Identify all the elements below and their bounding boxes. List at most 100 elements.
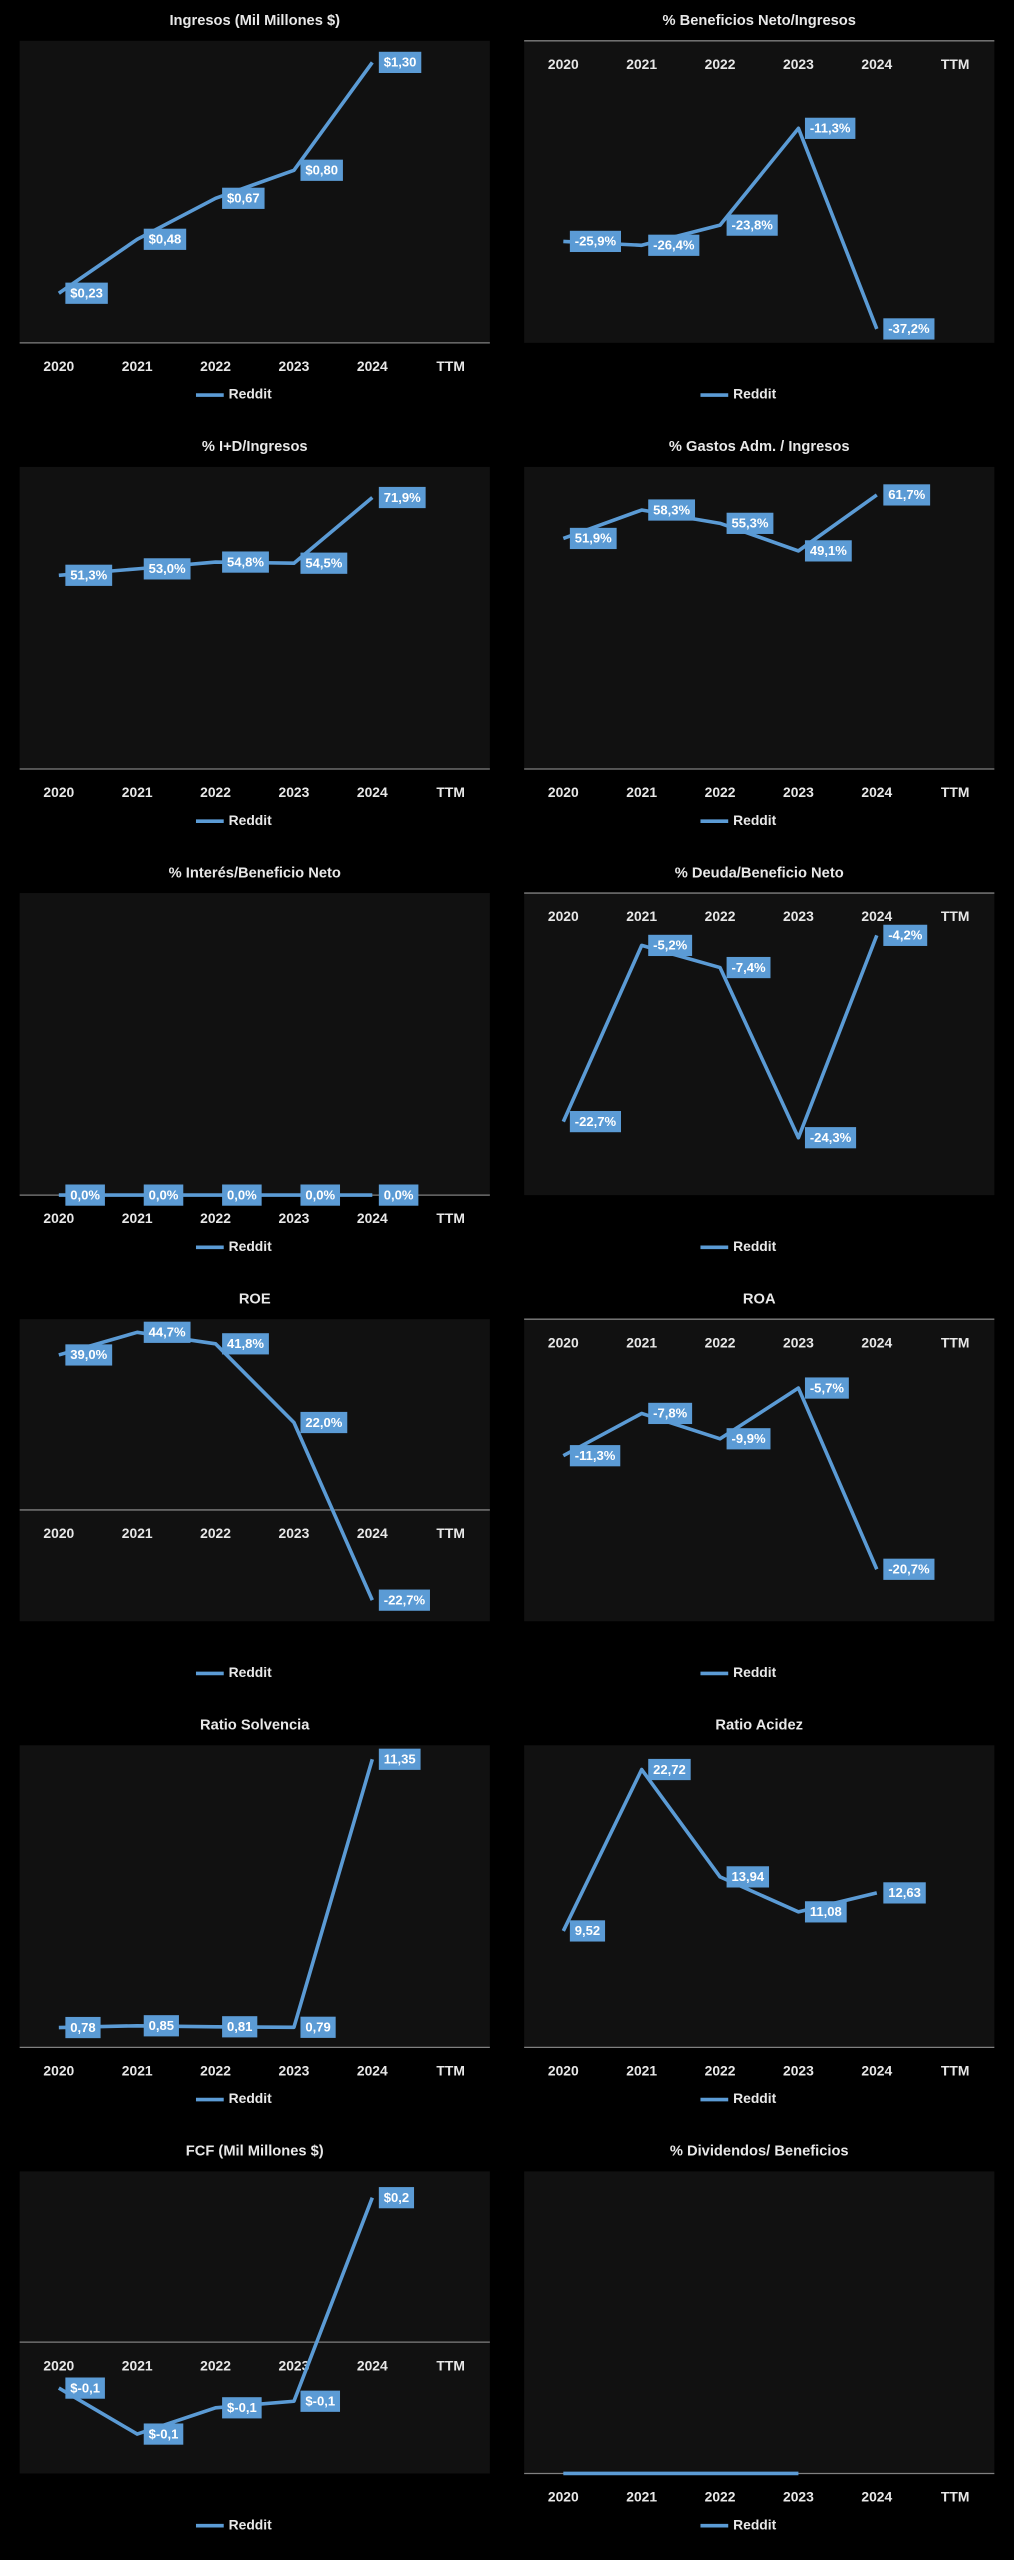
- value-label: $0,23: [70, 286, 103, 301]
- value-label: 49,1%: [810, 543, 847, 558]
- value-label: -24,3%: [810, 1130, 852, 1145]
- x-tick-label: 2024: [357, 1525, 388, 1541]
- x-tick-label: 2024: [357, 784, 388, 800]
- x-tick-label: 2022: [200, 2357, 231, 2373]
- value-label-box: [648, 1758, 691, 1781]
- value-label-box: [378, 1184, 419, 1206]
- value-label: $-0,1: [149, 2426, 179, 2441]
- value-label-box: [883, 1558, 935, 1580]
- value-label: 0,0%: [227, 1187, 257, 1202]
- x-tick-label: 2020: [43, 784, 74, 800]
- chart-title: % I+D/Ingresos: [202, 439, 308, 455]
- legend-label: Reddit: [733, 1238, 776, 1254]
- x-tick-label: 2022: [705, 56, 736, 72]
- x-tick-label: 2021: [122, 784, 153, 800]
- value-label: $0,48: [149, 232, 182, 247]
- plot-area: [524, 466, 995, 769]
- value-label-box: [804, 1377, 849, 1399]
- x-tick-label: 2023: [783, 2062, 814, 2078]
- plot-area: [524, 40, 995, 343]
- value-label-box: [300, 1184, 341, 1206]
- x-tick-label: 2023: [279, 358, 310, 374]
- value-label-box: [883, 1882, 926, 1904]
- value-label-box: [726, 214, 778, 236]
- chart-title: % Gastos Adm. / Ingresos: [669, 439, 850, 455]
- value-label-box: [143, 2423, 184, 2445]
- x-tick-label: 2020: [43, 1525, 74, 1541]
- value-label: 51,3%: [70, 568, 107, 583]
- value-label: 13,94: [731, 1869, 764, 1884]
- value-label-box: [300, 1411, 348, 1434]
- value-label: -23,8%: [731, 217, 773, 232]
- x-tick-label: 2021: [626, 1334, 657, 1350]
- value-label-box: [726, 1428, 771, 1450]
- value-label: 41,8%: [227, 1336, 264, 1351]
- x-tick-label: 2022: [200, 1210, 231, 1226]
- value-label-box: [300, 159, 343, 181]
- value-label-box: [569, 1920, 606, 1942]
- value-label: $1,30: [384, 55, 417, 70]
- x-tick-label: 2020: [548, 56, 579, 72]
- value-label-box: [726, 1866, 770, 1888]
- x-tick-label: 2021: [122, 1525, 153, 1541]
- x-tick-label: TTM: [941, 908, 969, 924]
- value-label: 58,3%: [653, 502, 690, 517]
- x-tick-label: 2020: [43, 2357, 74, 2373]
- value-label-box: [65, 2377, 105, 2399]
- value-label-box: [143, 228, 187, 250]
- series-line: [562, 1386, 879, 1570]
- x-tick-label: TTM: [436, 2062, 464, 2078]
- x-tick-label: 2024: [357, 1210, 388, 1226]
- value-label: -22,7%: [384, 1592, 426, 1607]
- x-tick-label: 2023: [783, 56, 814, 72]
- chart-title: % Dividendos/ Beneficios: [670, 2144, 849, 2160]
- value-label-box: [648, 934, 693, 957]
- value-label: -26,4%: [653, 238, 695, 253]
- plot-area: [524, 2171, 995, 2474]
- value-label: 11,08: [810, 1904, 842, 1919]
- value-label-box: [804, 117, 856, 139]
- x-tick-label: 2020: [548, 1334, 579, 1350]
- value-label: -9,9%: [731, 1431, 765, 1446]
- value-label: 54,5%: [305, 555, 342, 570]
- value-label-box: [726, 956, 771, 979]
- legend-label: Reddit: [229, 2090, 272, 2106]
- value-label-box: [222, 2016, 258, 2038]
- x-tick-label: 2021: [626, 908, 657, 924]
- x-tick-label: 2023: [783, 784, 814, 800]
- chart-title: FCF (Mil Millones $): [186, 2144, 324, 2160]
- value-label: -7,8%: [653, 1406, 687, 1421]
- value-label-box: [569, 230, 621, 253]
- x-tick-label: 2022: [200, 2062, 231, 2078]
- value-label-box: [65, 564, 113, 586]
- value-label: -11,3%: [575, 1448, 616, 1463]
- x-tick-label: 2022: [705, 784, 736, 800]
- x-tick-label: 2024: [357, 358, 388, 374]
- x-tick-label: 2020: [548, 2062, 579, 2078]
- x-tick-label: 2021: [122, 1210, 153, 1226]
- value-label: 22,0%: [305, 1415, 342, 1430]
- series-line: [57, 2197, 374, 2436]
- value-label-box: [378, 1589, 430, 1611]
- x-tick-label: 2023: [783, 908, 814, 924]
- value-label-box: [222, 1333, 269, 1355]
- x-tick-label: 2024: [861, 784, 892, 800]
- value-label: -37,2%: [888, 321, 930, 336]
- legend-label: Reddit: [733, 2090, 776, 2106]
- value-label-box: [143, 2015, 179, 2037]
- x-tick-label: 2023: [279, 2062, 310, 2078]
- legend-label: Reddit: [229, 812, 272, 828]
- chart-title: Ratio Solvencia: [200, 1718, 310, 1734]
- value-label: 0,0%: [305, 1187, 335, 1202]
- x-tick-label: 2023: [279, 1525, 310, 1541]
- x-tick-label: 2024: [357, 2062, 388, 2078]
- legend-label: Reddit: [733, 386, 776, 402]
- x-tick-label: 2022: [705, 1334, 736, 1350]
- value-label: 51,9%: [575, 531, 612, 546]
- value-label-box: [300, 552, 348, 574]
- legend-label: Reddit: [733, 812, 776, 828]
- x-tick-label: 2020: [43, 1210, 74, 1226]
- value-label: 0,0%: [70, 1187, 100, 1202]
- chart-title: % Deuda/Beneficio Neto: [675, 865, 844, 881]
